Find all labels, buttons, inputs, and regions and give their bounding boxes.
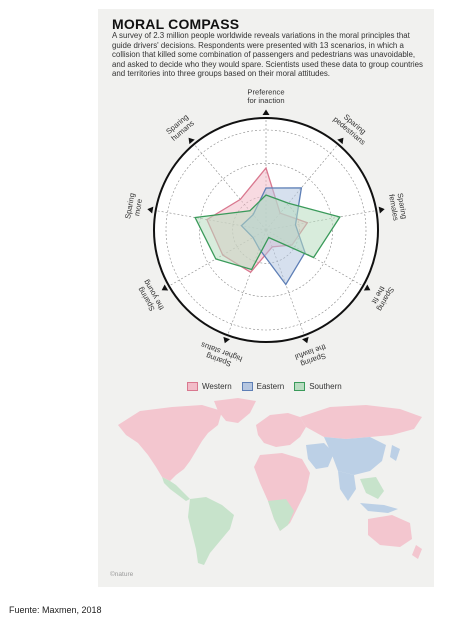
figure-title: MORAL COMPASS (112, 16, 240, 32)
legend-label: Western (202, 381, 232, 391)
legend-item-southern: Southern (294, 381, 342, 391)
map-africa-south (268, 499, 294, 531)
map-middle-east (306, 443, 334, 469)
map-japan (390, 445, 400, 461)
source-caption: Fuente: Maxmen, 2018 (9, 605, 102, 615)
axis-label: Sparingpedestrians (331, 108, 372, 147)
radar-axis-labels: Preference for inaction Sparingpedestrians… (123, 87, 409, 371)
legend-item-western: Western (187, 381, 232, 391)
legend: Western Eastern Southern (187, 381, 342, 391)
axis-label: Sparingthe lawful (293, 342, 329, 370)
radar-chart: Preference for inaction Sparingpedestrians… (123, 87, 409, 368)
radar-series (194, 166, 341, 286)
axis-arrow-icon (223, 336, 230, 344)
map-north-america (118, 405, 222, 481)
radar-outer-ring (153, 117, 379, 343)
world-map (118, 398, 422, 565)
radar-spoke (227, 229, 267, 336)
radar-ring (165, 129, 367, 331)
map-africa (254, 453, 310, 531)
map-central-america (162, 477, 190, 501)
map-indonesia (360, 503, 398, 513)
axis-arrow-icon (262, 109, 270, 115)
axis-arrow-icon (161, 284, 169, 291)
axis-label: Sparingthe young (134, 278, 166, 316)
axis-label: Sparingthe fit (368, 281, 396, 312)
figure-intro: A survey of 2.3 million people worldwide… (112, 31, 423, 79)
radar-spoke (265, 229, 364, 287)
legend-swatch (294, 381, 306, 391)
map-east-asia (324, 437, 386, 475)
axis-label: Sparingmore (123, 192, 145, 221)
axis-label: Sparinghigher status (197, 340, 244, 371)
map-greenland (214, 398, 256, 423)
axis-arrow-icon (147, 206, 154, 214)
map-new-zealand (412, 545, 422, 559)
axis-label: Preference for inaction (247, 87, 284, 105)
axis-arrow-icon (363, 284, 371, 291)
axis-label: Sparingfemales (387, 192, 409, 221)
legend-item-eastern: Eastern (241, 381, 285, 391)
nature-credit: ©nature (110, 571, 134, 578)
axis-arrow-icon (188, 137, 195, 145)
axis-arrow-icon (337, 137, 344, 145)
legend-swatch (187, 381, 198, 391)
axis-label: Sparinghumans (164, 112, 196, 143)
series-southern (194, 194, 341, 271)
map-south-america (188, 497, 234, 565)
radar-ring (199, 163, 333, 297)
map-southeast-asia (360, 477, 384, 499)
axis-arrow-icon (302, 336, 309, 344)
map-europe (256, 413, 306, 447)
map-russia (300, 405, 422, 439)
legend-label: Southern (309, 381, 342, 391)
axis-arrow-icon (378, 206, 385, 214)
map-india (338, 471, 356, 501)
legend-swatch (241, 381, 253, 391)
map-australia (368, 515, 412, 547)
legend-label: Eastern (256, 381, 285, 391)
